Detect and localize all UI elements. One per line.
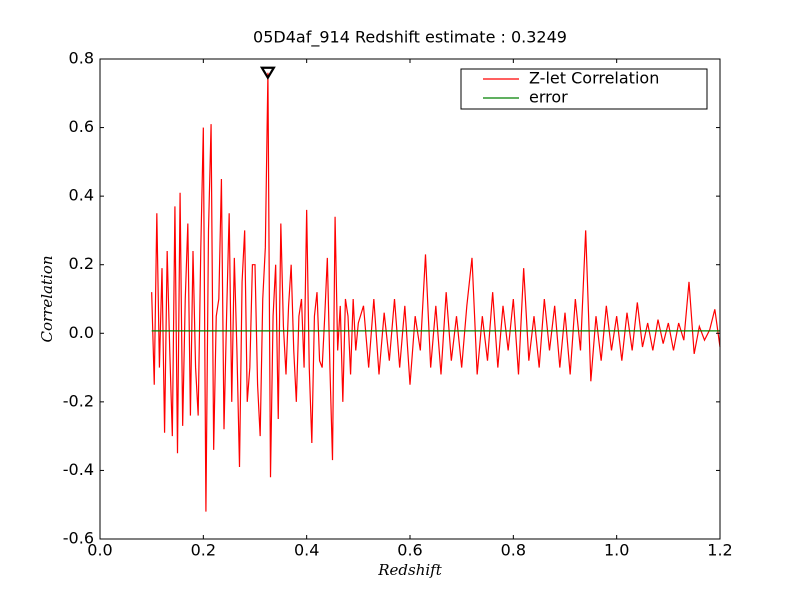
x-axis-label: Redshift [377,561,442,579]
y-tick-label: 0.6 [69,117,94,136]
y-axis-label: Correlation [38,256,56,343]
legend-label: Z-let Correlation [529,69,659,88]
y-tick-label: -0.6 [63,529,94,548]
legend-box [460,68,708,110]
x-tick-label: 1.0 [604,541,629,560]
y-tick-label: 0.2 [69,254,94,273]
x-tick-label: 0.4 [294,541,319,560]
x-tick-label: 1.2 [707,541,732,560]
y-tick-label: 0.0 [69,323,94,342]
y-tick-label: -0.4 [63,460,94,479]
y-tick-label: 0.4 [69,186,94,205]
series-line [151,72,721,512]
plot-frame [99,58,721,540]
chart-title: 05D4af_914 Redshift estimate : 0.3249 [253,28,567,48]
y-tick-label: 0.8 [69,49,94,68]
x-tick-label: 0.2 [191,541,216,560]
x-tick-label: 0.6 [397,541,422,560]
y-tick-label: -0.2 [63,391,94,410]
x-tick-label: 0.0 [87,541,112,560]
legend-label: error [529,88,568,107]
x-tick-label: 0.8 [501,541,526,560]
peak-marker [259,66,276,80]
